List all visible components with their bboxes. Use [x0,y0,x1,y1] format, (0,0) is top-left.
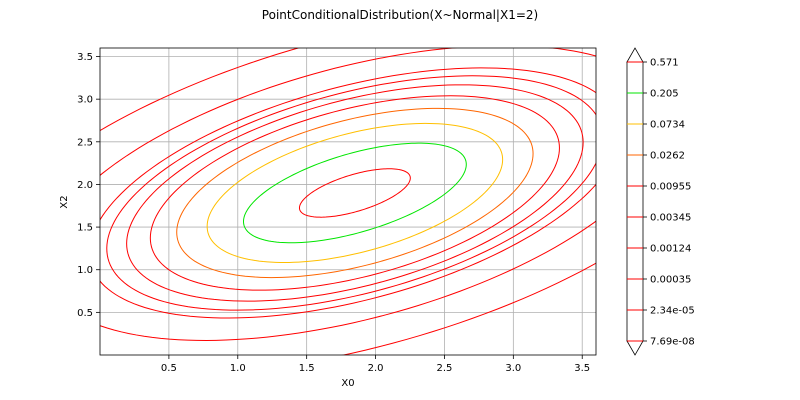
colorbar-bottom-cap [626,340,644,356]
colorbar-label: 0.0734 [650,120,685,131]
contour-line-0.571 [298,168,411,218]
x-tick-label: 2.5 [436,363,452,374]
contour-line-0.00955 [149,95,560,291]
contour-line-0.00124 [106,75,596,311]
colorbar-label: 0.00345 [650,213,691,224]
contour-line-0.00345 [126,84,584,302]
x-tick-label: 0.5 [161,363,177,374]
y-tick-label: 2.0 [77,180,93,191]
y-tick-label: 2.5 [77,137,93,148]
x-axis: 0.5 1.0 1.5 2.0 2.5 3.0 3.5 [161,355,590,374]
grid [100,48,596,355]
plot-frame [99,47,597,356]
colorbar-body [626,61,644,342]
x-axis-label: X0 [341,378,354,389]
contour-line-0.00035 [100,67,596,319]
y-tick-label: 1.0 [77,265,93,276]
y-axis: 0.5 1.0 1.5 2.0 2.5 3.0 3.5 [77,52,100,319]
contour-line-0.0734 [206,122,504,264]
contour-line-0.205 [242,142,467,244]
colorbar-label: 0.571 [650,58,679,69]
y-tick-label: 1.5 [77,223,93,234]
chart-title: PointConditionalDistribution(X~Normal|X1… [262,8,538,22]
y-tick-label: 3.5 [77,52,93,63]
contour-lines [100,48,596,355]
colorbar-label: 0.00035 [650,275,691,286]
y-tick-label: 3.0 [77,95,93,106]
x-tick-label: 1.0 [230,363,246,374]
colorbar-label: 0.00955 [650,182,691,193]
contour-line-2.34e-05 [100,48,596,341]
x-tick-label: 3.5 [574,363,590,374]
colorbar-label: 0.00124 [650,244,691,255]
colorbar: 0.571 0.205 0.0734 0.0262 0.00955 0.00345 0.00… [626,47,695,356]
y-axis-label: X2 [59,195,70,208]
y-tick-label: 0.5 [77,308,93,319]
colorbar-label: 0.0262 [650,151,685,162]
colorbar-label: 2.34e-05 [650,306,695,317]
x-tick-label: 1.5 [299,363,315,374]
x-tick-label: 2.0 [368,363,384,374]
contour-line-0.0262 [176,107,534,279]
colorbar-label: 7.69e-08 [650,337,695,348]
x-tick-label: 3.0 [505,363,521,374]
colorbar-top-cap [626,47,644,63]
colorbar-label: 0.205 [650,89,679,100]
